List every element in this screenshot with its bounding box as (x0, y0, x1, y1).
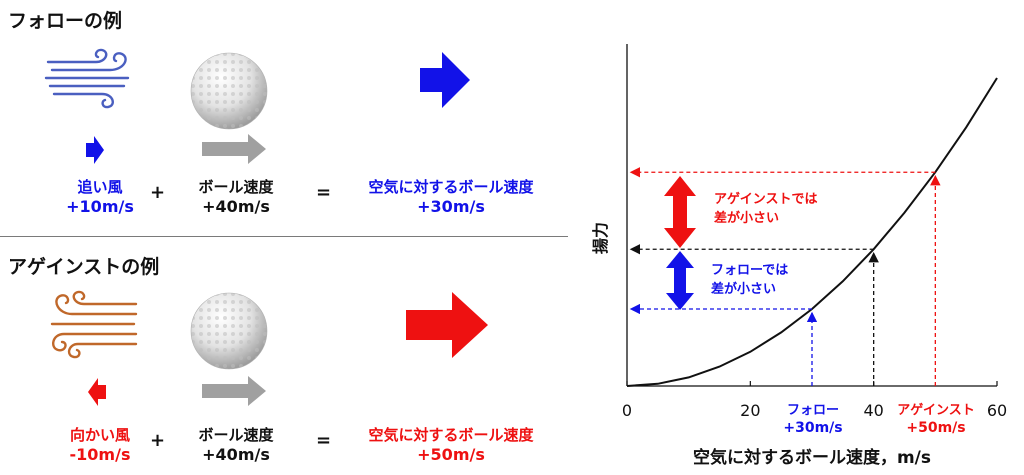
equals-sign: = (316, 430, 332, 451)
marker-value-against: +50m/s (906, 420, 965, 436)
marker-label-follow: フォロー (787, 403, 839, 418)
y-axis-label: 揚力 (591, 222, 610, 254)
gray-arrow-right-icon (202, 376, 266, 406)
blue-difference-arrow (666, 251, 694, 310)
follow-ball-label: ボール速度 +40m/s (198, 178, 274, 216)
red-annotation-line1: アゲインストでは (714, 191, 817, 207)
blue-annotation-line1: フォローでは (711, 263, 788, 278)
red-difference-arrow (664, 176, 696, 248)
big-arrow-right-icon (420, 52, 470, 108)
blue-annotation-line2: 差が小さい (711, 281, 776, 297)
plus-sign: + (150, 430, 166, 451)
wind-icon (44, 48, 130, 109)
follow-result-label: 空気に対するボール速度 +30m/s (368, 178, 534, 216)
follow-heading: フォローの例 (8, 10, 123, 32)
against-ball-label: ボール速度 +40m/s (198, 426, 274, 464)
follow-wind-label: 追い風 +10m/s (66, 178, 134, 216)
x-tick-label: 40 (863, 401, 883, 420)
gray-arrow-right-icon (202, 134, 266, 164)
marker-value-follow: +30m/s (783, 420, 842, 436)
against-heading: アゲインストの例 (8, 256, 160, 278)
against-wind-label: 向かい風 -10m/s (69, 426, 131, 464)
red-annotation-line2: 差が小さい (714, 210, 779, 226)
golf-ball-icon (190, 52, 268, 130)
x-tick-labels: 0 20 40 60 (622, 401, 1007, 420)
big-arrow-right-icon (406, 292, 488, 358)
wind-icon (50, 290, 138, 359)
against-result-label: 空気に対するボール速度 +50m/s (368, 426, 534, 464)
golf-ball-icon (190, 292, 268, 370)
marker-label-against: アゲインスト (897, 402, 974, 418)
section-divider (0, 236, 568, 237)
x-tick-label: 60 (987, 401, 1007, 420)
equals-sign: = (316, 182, 332, 203)
x-tick-label: 20 (740, 401, 760, 420)
arrow-right-small-icon (86, 136, 104, 164)
arrow-left-small-icon (88, 378, 106, 406)
x-tick-label: 0 (622, 401, 632, 420)
x-axis-label: 空気に対するボール速度，m/s (693, 447, 931, 468)
plus-sign: + (150, 182, 166, 203)
